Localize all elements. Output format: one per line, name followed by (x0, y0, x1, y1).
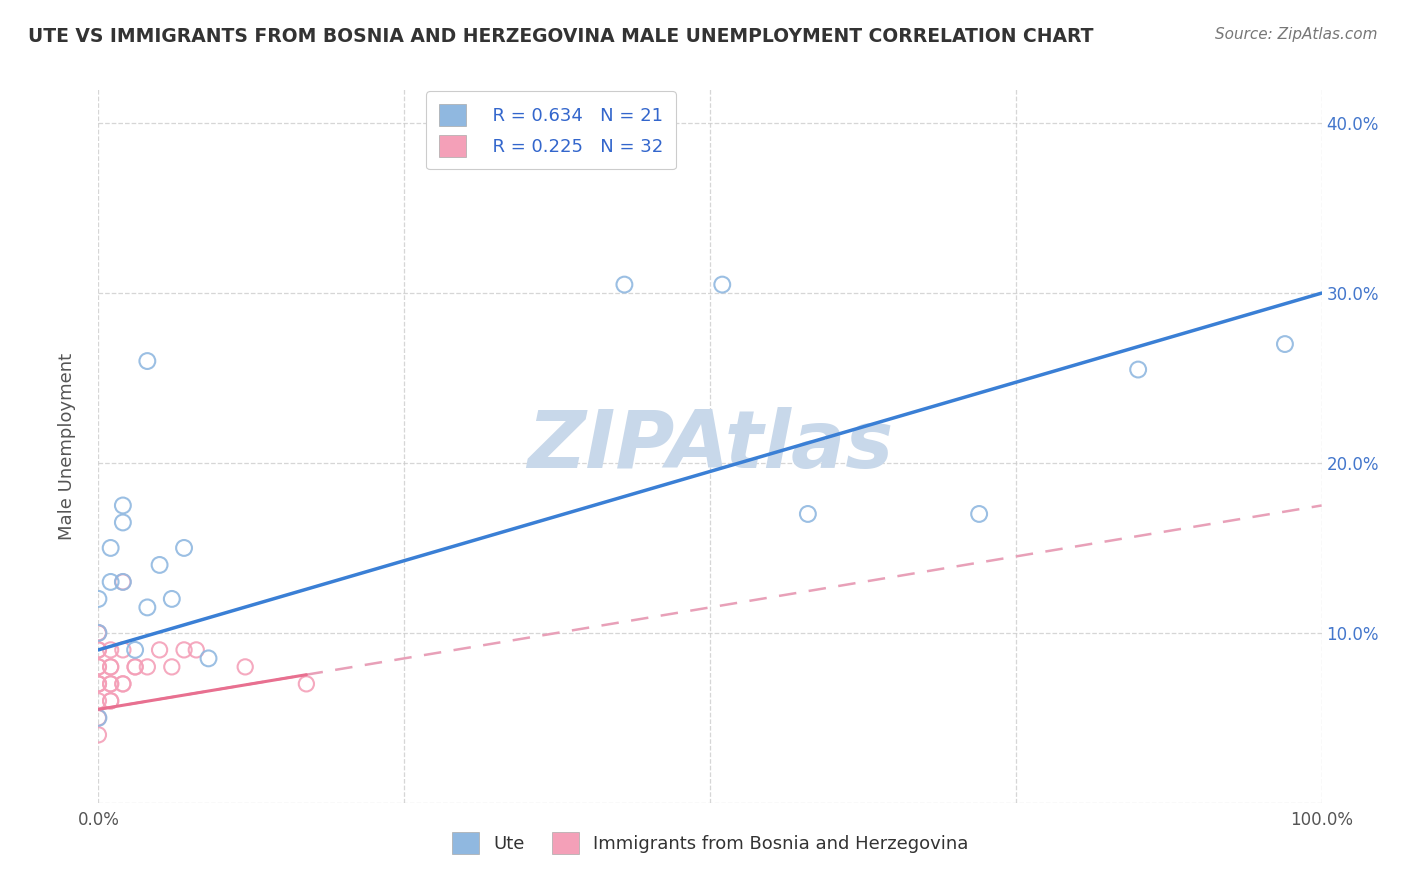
Point (100, 660, 122, 674)
Point (967, 507, 990, 521)
Y-axis label: Male Unemployment: Male Unemployment (58, 352, 76, 540)
Point (87, 677, 110, 691)
Point (111, 499, 134, 513)
Point (87, 643, 110, 657)
Point (124, 660, 146, 674)
Point (87, 626, 110, 640)
Point (87, 643, 110, 657)
Point (149, 643, 172, 657)
Point (87, 677, 110, 691)
Point (100, 694, 122, 708)
Point (87, 677, 110, 691)
Point (1274, 337, 1296, 351)
Point (87, 591, 110, 606)
Point (136, 354, 159, 368)
Point (111, 677, 134, 691)
Point (100, 660, 122, 674)
Point (100, 677, 122, 691)
Point (149, 558, 172, 572)
Point (111, 677, 134, 691)
Point (111, 574, 134, 589)
Point (87, 728, 110, 742)
Point (111, 574, 134, 589)
Point (111, 516, 134, 530)
Point (87, 626, 110, 640)
Point (136, 660, 159, 674)
Point (100, 694, 122, 708)
Point (160, 660, 183, 674)
Point (111, 643, 134, 657)
Point (186, 643, 208, 657)
Point (136, 600, 159, 615)
Point (124, 643, 146, 657)
Point (100, 643, 122, 657)
Text: ZIPAtlas: ZIPAtlas (527, 407, 893, 485)
Point (173, 643, 195, 657)
Point (87, 711, 110, 725)
Text: Source: ZipAtlas.com: Source: ZipAtlas.com (1215, 27, 1378, 42)
Point (87, 660, 110, 674)
Point (124, 660, 146, 674)
Point (100, 677, 122, 691)
Point (87, 694, 110, 708)
Point (233, 660, 256, 674)
Point (295, 677, 318, 691)
Point (87, 626, 110, 640)
Point (613, 277, 636, 292)
Point (197, 651, 219, 665)
Point (711, 277, 734, 292)
Point (87, 660, 110, 674)
Point (173, 541, 195, 555)
Point (1128, 362, 1150, 376)
Point (160, 591, 183, 606)
Point (797, 507, 820, 521)
Point (100, 541, 122, 555)
Point (100, 574, 122, 589)
Legend: Ute, Immigrants from Bosnia and Herzegovina: Ute, Immigrants from Bosnia and Herzegov… (440, 822, 980, 865)
Text: UTE VS IMMIGRANTS FROM BOSNIA AND HERZEGOVINA MALE UNEMPLOYMENT CORRELATION CHAR: UTE VS IMMIGRANTS FROM BOSNIA AND HERZEG… (28, 27, 1094, 45)
Point (87, 711, 110, 725)
